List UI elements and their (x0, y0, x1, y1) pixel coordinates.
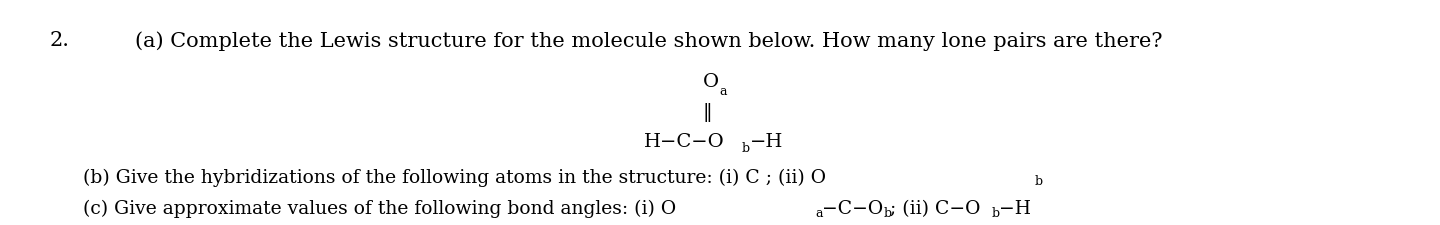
Text: b: b (883, 206, 891, 219)
Text: b: b (992, 206, 999, 219)
Text: (c) Give approximate values of the following bond angles: (i) O: (c) Give approximate values of the follo… (82, 199, 675, 217)
Text: 2.: 2. (50, 31, 69, 50)
Text: (a) Complete the Lewis structure for the molecule shown below. How many lone pai: (a) Complete the Lewis structure for the… (135, 31, 1162, 50)
Text: ; (ii) C−O: ; (ii) C−O (890, 199, 981, 217)
Text: a: a (815, 206, 822, 219)
Text: ‖: ‖ (703, 103, 711, 122)
Text: a: a (720, 85, 727, 98)
Text: O: O (703, 73, 719, 91)
Text: −C−O: −C−O (822, 199, 883, 217)
Text: −H: −H (750, 133, 783, 151)
Text: H−C−O: H−C−O (644, 133, 726, 151)
Text: b: b (742, 141, 749, 154)
Text: (b) Give the hybridizations of the following atoms in the structure: (i) C ; (ii: (b) Give the hybridizations of the follo… (82, 168, 825, 186)
Text: −H: −H (998, 199, 1031, 217)
Text: b: b (1034, 175, 1043, 188)
